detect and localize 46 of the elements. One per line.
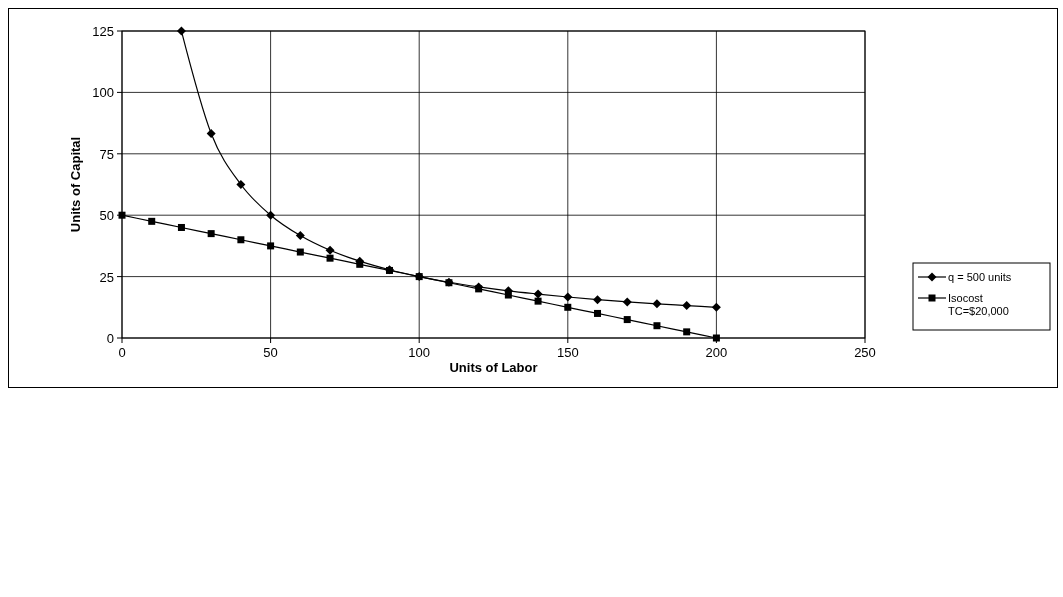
point (207, 230, 215, 238)
x-tick-label: 200 (705, 345, 728, 360)
x-tick-label: 0 (118, 345, 126, 360)
point (533, 289, 543, 299)
point (622, 297, 632, 307)
point (415, 273, 423, 281)
y-tick-label: 50 (99, 208, 114, 224)
x-tick-label: 50 (263, 345, 278, 360)
point (148, 217, 156, 225)
y-tick-label: 75 (99, 146, 114, 162)
y-tick-label: 0 (106, 331, 114, 346)
point (326, 254, 334, 262)
point (177, 223, 185, 231)
point (711, 302, 721, 312)
x-tick-label: 150 (556, 345, 579, 360)
point (237, 236, 245, 244)
point (445, 279, 453, 287)
point (593, 295, 603, 305)
legend-label: Isocost TC=$20,000 (948, 292, 1009, 317)
point (295, 231, 305, 241)
x-tick-label: 250 (854, 345, 876, 360)
y-tick-label: 100 (92, 85, 114, 101)
point (504, 291, 512, 299)
point (623, 316, 631, 324)
point (682, 301, 692, 311)
point (564, 303, 572, 311)
x-tick-label: 100 (408, 345, 431, 360)
point (206, 128, 216, 138)
y-tick-label: 125 (92, 24, 114, 39)
legend-label: q = 500 units (948, 271, 1012, 283)
y-tick-label: 25 (99, 269, 114, 285)
y-axis-title: Units of Capital (68, 136, 83, 233)
point (563, 292, 573, 302)
point (266, 210, 276, 220)
point (653, 322, 661, 330)
point (683, 328, 691, 336)
point (594, 309, 602, 317)
point (176, 26, 186, 36)
point (325, 245, 335, 255)
point (356, 260, 364, 268)
x-axis-title: Units of Labor (449, 360, 538, 375)
point (296, 248, 304, 256)
point (267, 242, 275, 250)
point (652, 299, 662, 309)
point (236, 180, 246, 189)
point (534, 297, 542, 305)
